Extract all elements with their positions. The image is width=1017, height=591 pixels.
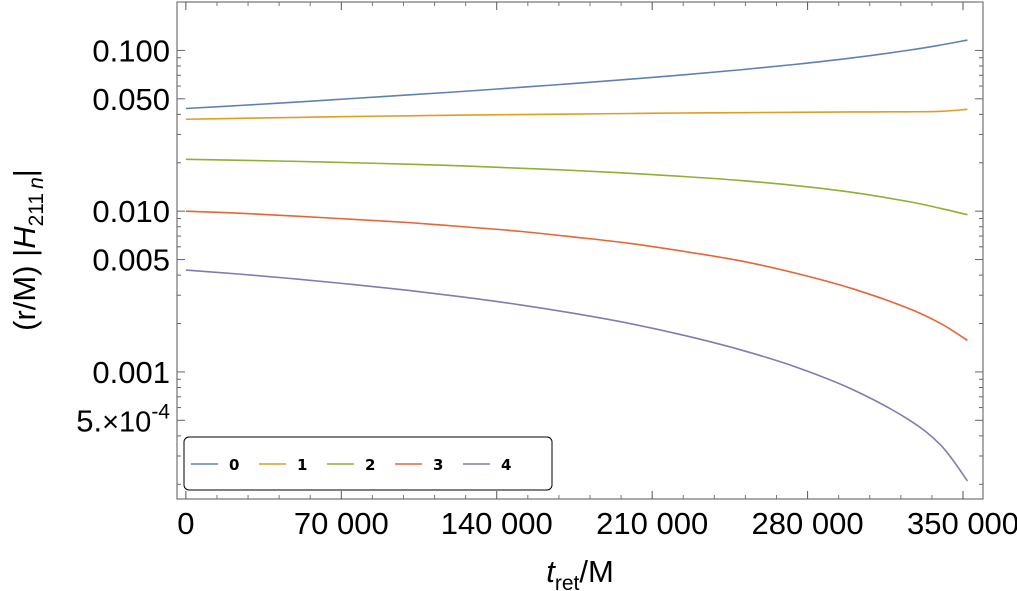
x-tick-label: 0: [177, 506, 194, 541]
series-line-3: [185, 210, 968, 342]
x-axis-title-main: t: [546, 554, 556, 589]
x-tick-label: 140 000: [441, 506, 553, 541]
series-line-2: [185, 158, 968, 216]
y-tick-label: 0.005: [92, 243, 170, 278]
series-lines: [185, 39, 969, 482]
x-tick-label: 70 000: [294, 506, 389, 541]
y-axis-title: (r/M) |H211 n|: [7, 169, 48, 331]
series-line-0: [185, 39, 968, 110]
x-tick-label: 280 000: [752, 506, 864, 541]
y-tick-label: 0.010: [92, 194, 170, 229]
tick-labels: 0 70 000 140 000 210 000 280 000 350 000 0.100…: [76, 33, 1017, 541]
x-tick-label: 210 000: [596, 506, 708, 541]
x-axis-title: tret/M: [546, 554, 614, 591]
y-tick-label: 0.050: [92, 82, 170, 117]
series-line-4: [185, 269, 969, 482]
legend-box: [183, 436, 553, 491]
y-axis-title-prefix: (r/M) |: [7, 249, 42, 331]
legend-label-3: 3: [433, 456, 443, 474]
series-line-1: [185, 108, 968, 121]
x-axis-title-sub: ret: [555, 572, 580, 591]
legend: 0 1 2 3 4: [183, 436, 553, 491]
legend-label-1: 1: [297, 456, 307, 474]
x-tick-label: 350 000: [907, 506, 1017, 541]
legend-label-2: 2: [365, 456, 375, 474]
y-tick-label: 5.×10-4: [76, 400, 170, 438]
y-tick-label: 0.001: [92, 355, 170, 390]
legend-label-0: 0: [229, 456, 239, 474]
y-axis-title-main: H: [7, 226, 42, 249]
plot-frame: [176, 1, 984, 500]
axis-ticks: [177, 1, 983, 499]
x-axis-title-suffix: /M: [579, 554, 613, 589]
y-axis-title-suffix: |: [7, 169, 42, 177]
y-axis-title-sub: 211: [25, 193, 48, 226]
y-tick-label: 0.100: [92, 33, 170, 68]
legend-label-4: 4: [501, 456, 511, 474]
legend-items: 0 1 2 3 4: [191, 456, 511, 474]
y-axis-title-sub-italic: n: [25, 177, 48, 189]
